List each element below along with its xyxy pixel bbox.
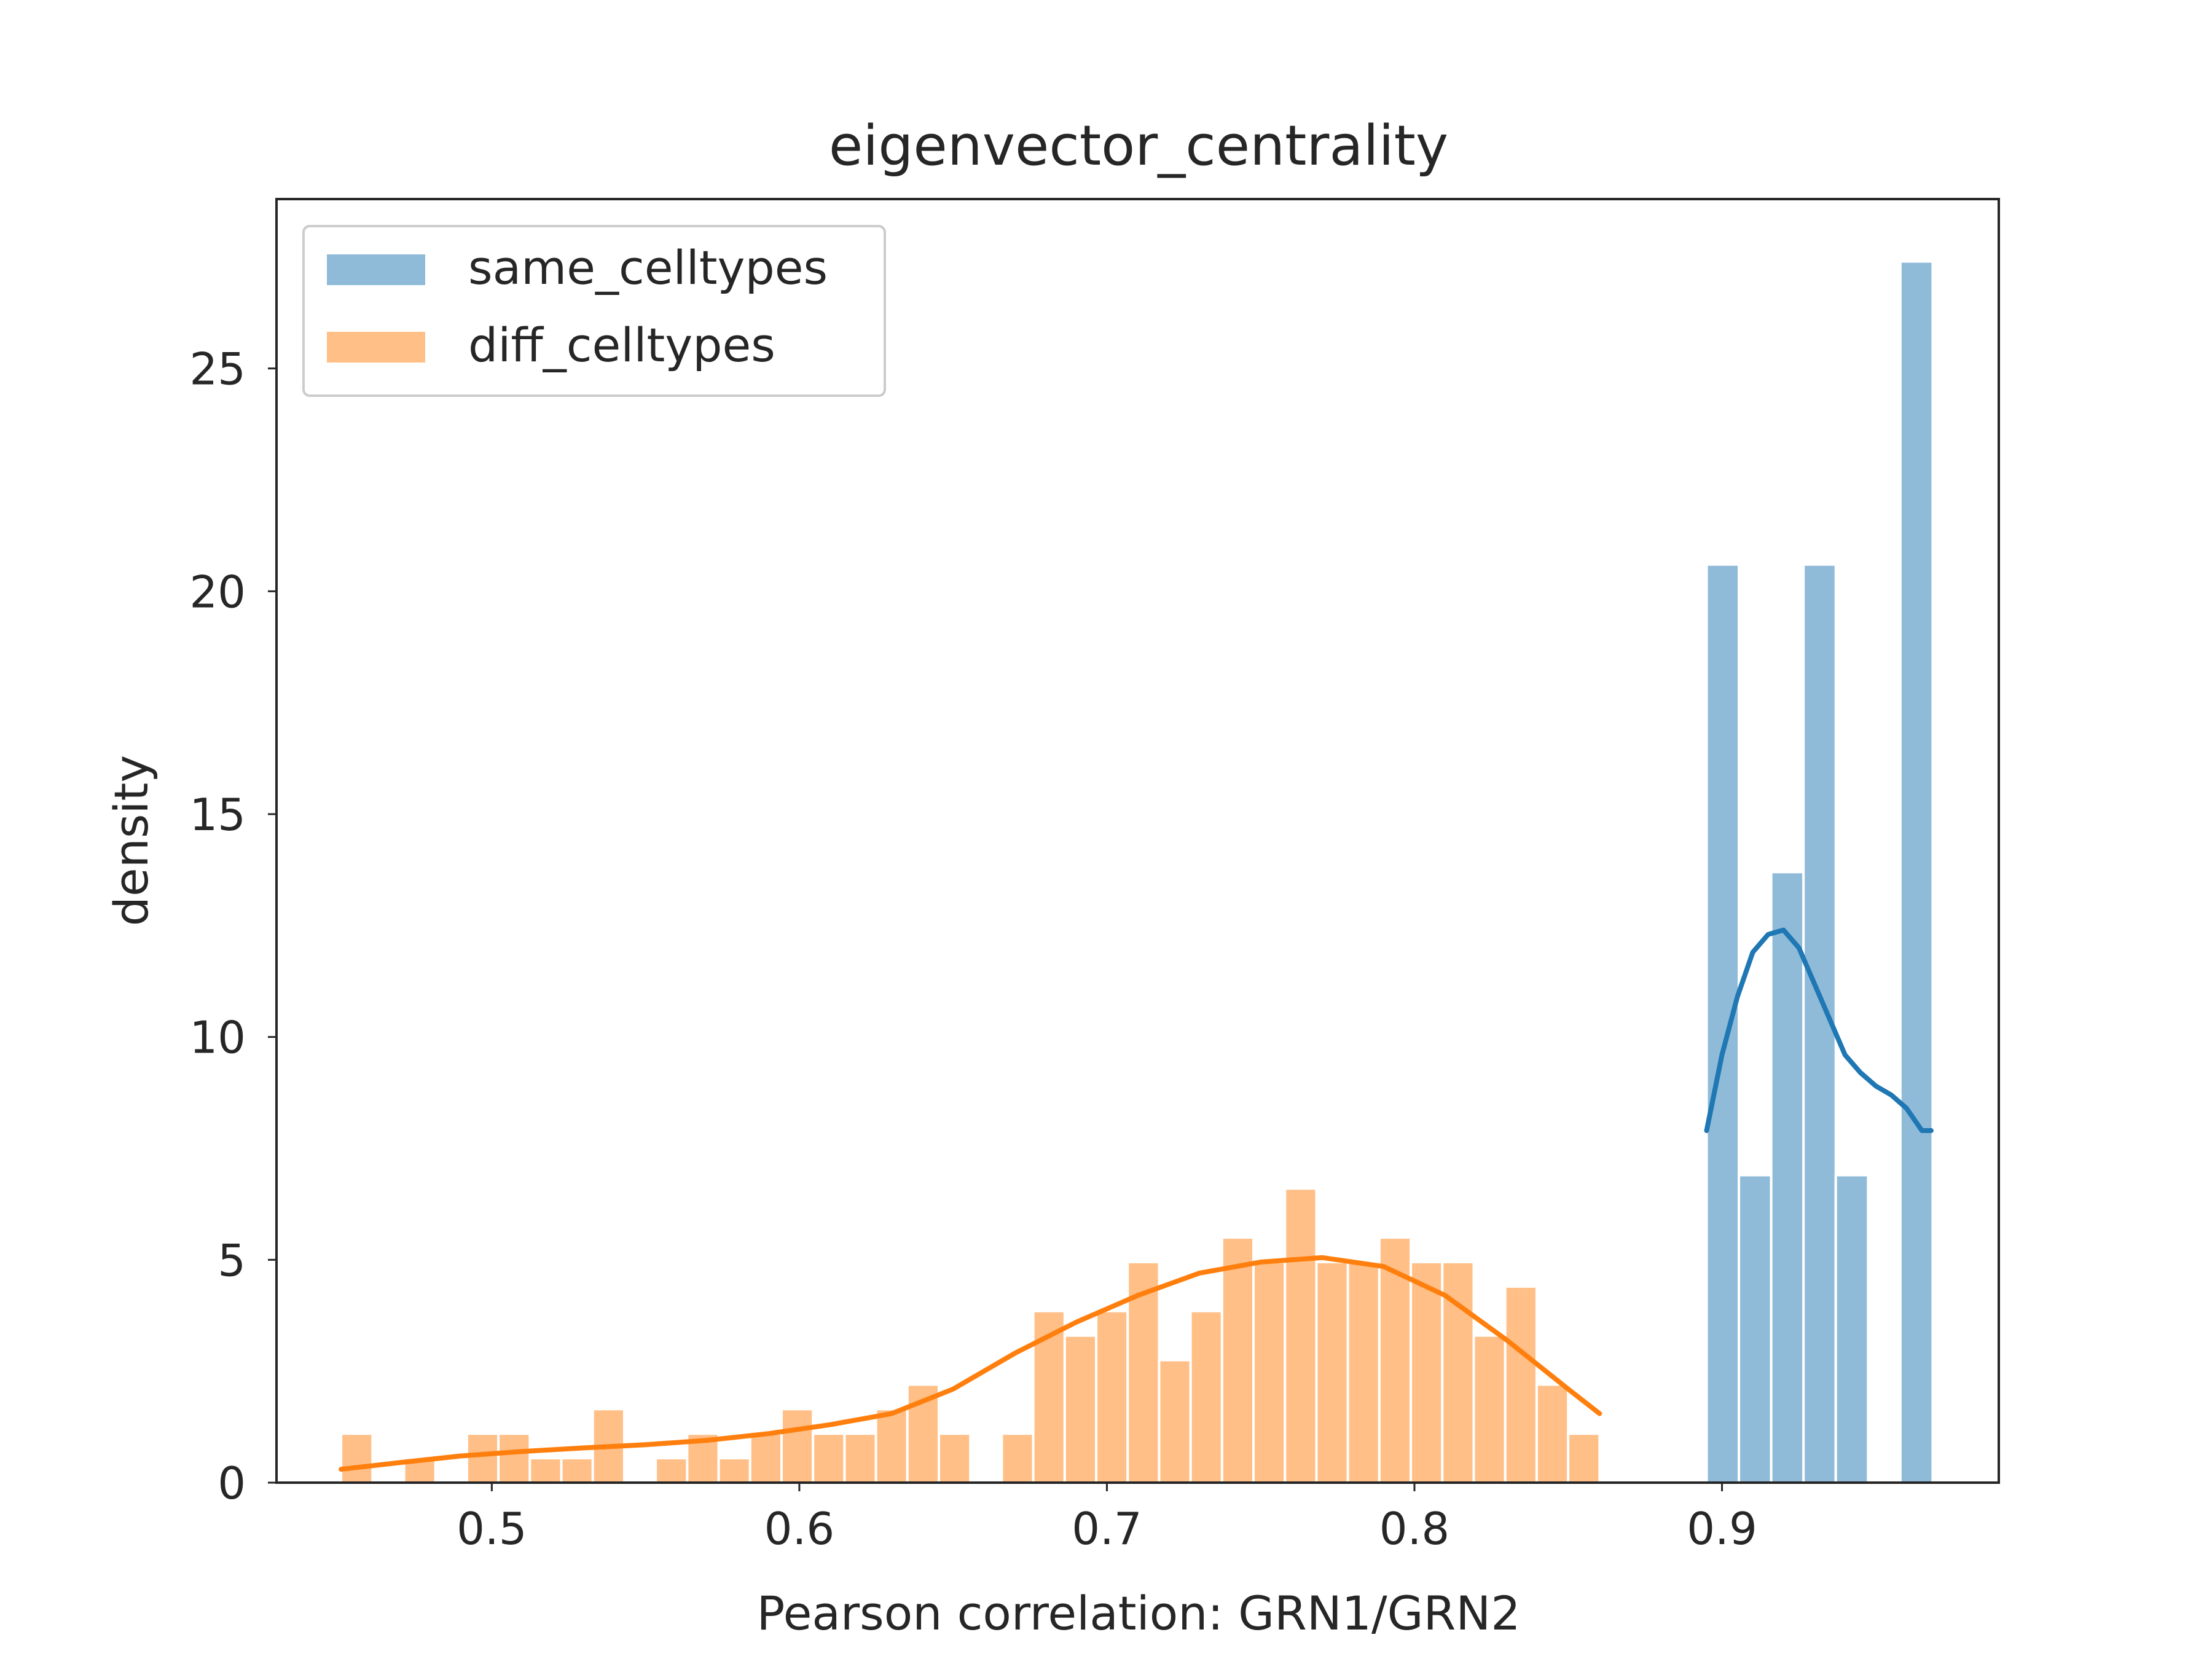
histogram-bar-series-0-bin-4 bbox=[1834, 1174, 1870, 1484]
y-tick-label-2: 10 bbox=[189, 1012, 246, 1064]
legend: same_celltypes diff_celltypes bbox=[302, 225, 886, 397]
axes-frame bbox=[275, 198, 2000, 1484]
x-tick-label-2: 0.7 bbox=[1072, 1503, 1142, 1555]
histogram-bar-series-1-bin-0 bbox=[340, 1432, 374, 1484]
x-tick-label-4: 0.9 bbox=[1687, 1503, 1757, 1555]
kde-line-series-1 bbox=[339, 1255, 1602, 1472]
y-tick-label-3: 15 bbox=[189, 789, 246, 841]
legend-swatch-same-celltypes bbox=[327, 254, 425, 285]
histogram-bar-series-1-bin-28 bbox=[1220, 1236, 1255, 1484]
histogram-bar-series-0-bin-0 bbox=[1705, 563, 1741, 1484]
histogram-bar-series-1-bin-36 bbox=[1472, 1334, 1507, 1484]
x-axis-ticks: 0.5 0.6 0.7 0.8 0.9 bbox=[457, 1483, 1757, 1555]
histogram-bar-series-1-bin-12 bbox=[717, 1457, 751, 1484]
histogram-bar-series-1-bin-27 bbox=[1189, 1309, 1223, 1484]
chart-title: eigenvector_centrality bbox=[829, 114, 1448, 178]
histogram-bar-series-1-bin-14 bbox=[780, 1408, 815, 1484]
histogram-bar-series-1-bin-16 bbox=[843, 1432, 877, 1484]
legend-swatch-diff-celltypes bbox=[327, 332, 425, 363]
histogram-bar-series-0-bin-1 bbox=[1738, 1174, 1773, 1484]
legend-label-same-celltypes: same_celltypes bbox=[468, 240, 828, 295]
histogram-bar-series-1-bin-31 bbox=[1315, 1260, 1349, 1484]
histogram-bar-series-0-bin-2 bbox=[1770, 871, 1805, 1484]
histogram-bar-series-1-bin-7 bbox=[560, 1457, 594, 1484]
histogram-bar-series-1-bin-19 bbox=[938, 1432, 972, 1484]
histogram-bar-series-1-bin-15 bbox=[812, 1432, 846, 1484]
y-tick-label-0: 0 bbox=[218, 1457, 246, 1509]
x-tick-label-3: 0.8 bbox=[1379, 1503, 1450, 1555]
y-tick-label-1: 5 bbox=[218, 1234, 246, 1286]
y-tick-label-4: 20 bbox=[189, 566, 246, 618]
y-axis-label: density bbox=[104, 755, 159, 927]
histogram-bar-series-1-bin-34 bbox=[1410, 1260, 1444, 1484]
legend-label-diff-celltypes: diff_celltypes bbox=[468, 318, 775, 372]
plot-area bbox=[339, 260, 1934, 1484]
histogram-bar-series-1-bin-38 bbox=[1535, 1383, 1570, 1484]
histogram-bar-series-1-bin-23 bbox=[1063, 1334, 1098, 1484]
histogram-bar-series-1-bin-37 bbox=[1504, 1285, 1538, 1484]
histogram-bar-series-1-bin-29 bbox=[1252, 1260, 1287, 1484]
histogram-bar-series-1-bin-30 bbox=[1284, 1187, 1318, 1484]
y-tick-label-5: 25 bbox=[189, 343, 246, 395]
y-axis-ticks: 0 5 10 15 20 25 bbox=[189, 343, 276, 1509]
histogram-bar-series-1-bin-4 bbox=[465, 1432, 500, 1484]
legend-box bbox=[302, 225, 886, 397]
histogram-bar-series-1-bin-10 bbox=[654, 1457, 689, 1484]
bars-layer bbox=[340, 260, 1934, 1484]
x-tick-label-0: 0.5 bbox=[457, 1503, 527, 1555]
histogram-bar-series-1-bin-5 bbox=[497, 1432, 531, 1484]
kde-layer bbox=[339, 927, 1934, 1472]
histogram-bar-series-1-bin-39 bbox=[1567, 1432, 1601, 1484]
histogram-bar-series-0-bin-6 bbox=[1899, 260, 1934, 1484]
histogram-bar-series-1-bin-24 bbox=[1095, 1309, 1129, 1484]
histogram-bar-series-1-bin-13 bbox=[748, 1432, 783, 1484]
kde-line-series-0 bbox=[1704, 927, 1934, 1133]
x-axis-label: Pearson correlation: GRN1/GRN2 bbox=[756, 1586, 1520, 1641]
histogram-bar-series-1-bin-26 bbox=[1158, 1359, 1192, 1484]
histogram-bar-series-1-bin-6 bbox=[528, 1457, 563, 1484]
histogram-bar-series-1-bin-17 bbox=[874, 1408, 909, 1484]
histogram-bar-series-1-bin-21 bbox=[1000, 1432, 1035, 1484]
histogram-bar-series-1-bin-32 bbox=[1346, 1260, 1381, 1484]
x-tick-label-1: 0.6 bbox=[764, 1503, 835, 1555]
